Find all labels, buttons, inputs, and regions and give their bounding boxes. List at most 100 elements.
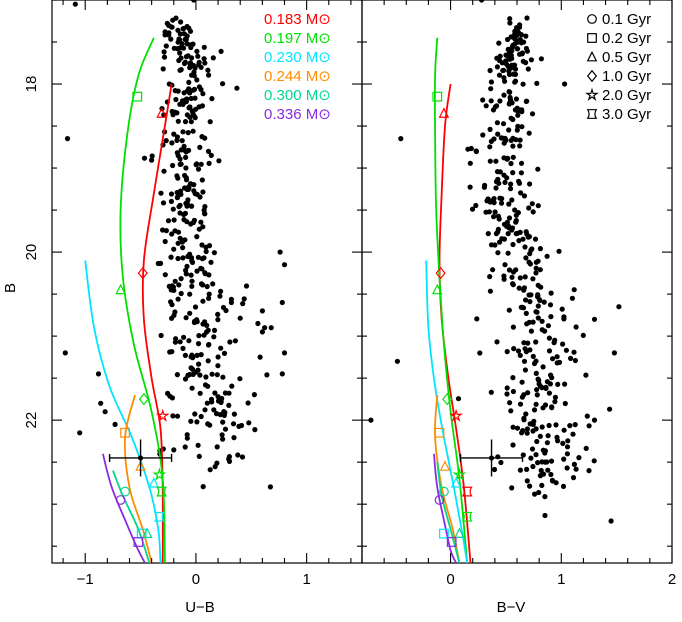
track-line-5 [102, 453, 146, 563]
track-line-3 [123, 394, 153, 563]
star-point [190, 87, 196, 93]
star-point [171, 447, 177, 453]
star-point [161, 54, 168, 60]
star-point-outlier [562, 81, 568, 87]
x-tick-label: 0 [192, 571, 200, 588]
star-point [185, 372, 191, 378]
star-point [168, 254, 174, 260]
star-point [571, 461, 578, 467]
star-point [481, 184, 487, 190]
star-point [206, 341, 212, 348]
star-point [546, 348, 553, 354]
star-point [477, 350, 483, 356]
star-point [206, 291, 212, 297]
star-point [221, 409, 227, 415]
left-x-axis-label: U−B [185, 599, 215, 616]
star-point [216, 158, 222, 164]
star-point [229, 383, 235, 389]
star-point [267, 484, 273, 490]
x-tick-label: −1 [77, 571, 94, 588]
star-point [529, 111, 536, 117]
star-point [220, 374, 226, 380]
star-point [202, 271, 208, 277]
star-point [510, 388, 516, 395]
star-point [465, 146, 471, 152]
star-point [507, 20, 513, 26]
star-point [199, 256, 205, 262]
star-point [192, 304, 199, 310]
star-point [149, 157, 155, 163]
star-point [189, 385, 195, 391]
star-point [218, 48, 224, 55]
star-point [177, 210, 183, 216]
star-point [507, 186, 514, 192]
star-point [548, 314, 554, 320]
star-point [507, 94, 513, 101]
star-point [178, 45, 184, 51]
star-point [510, 442, 516, 448]
star-point [200, 484, 206, 490]
star-point [560, 483, 567, 489]
star-point [528, 292, 534, 298]
star-point [215, 354, 221, 360]
star-point [190, 41, 196, 47]
star-point [163, 228, 169, 234]
star-point [188, 354, 194, 360]
star-point-outlier [281, 262, 288, 268]
y-tick-label: 18 [23, 76, 40, 93]
star-point [519, 430, 525, 436]
diamond-age-marker [138, 392, 149, 406]
star-point [215, 311, 221, 317]
star-point [231, 411, 237, 417]
star-point [187, 181, 194, 187]
star-point [491, 136, 497, 142]
star-point [200, 224, 206, 230]
star-point [200, 91, 206, 97]
x-tick-label: 1 [557, 571, 565, 588]
star-point [512, 79, 518, 85]
star-point [509, 197, 515, 203]
star-point [495, 226, 501, 232]
triangle-age-marker [148, 477, 160, 488]
track-line-0 [141, 83, 173, 563]
star-point [561, 316, 567, 322]
star-point [186, 79, 192, 85]
star-point [206, 160, 212, 166]
star-point-outlier [586, 468, 592, 474]
star-point [506, 307, 512, 313]
star-age-marker [152, 467, 167, 481]
star-point [528, 455, 534, 461]
star-point [501, 172, 507, 178]
star-point [252, 427, 258, 433]
star-point [510, 154, 516, 160]
star-point [230, 421, 237, 427]
star-point [180, 26, 186, 32]
star-point [498, 135, 504, 141]
star-point [560, 341, 566, 347]
star-point [544, 440, 551, 446]
star-point [535, 303, 541, 309]
star-point [522, 274, 528, 280]
age-legend-entry: 0.1 Gyr [602, 11, 651, 28]
star-point [177, 339, 183, 345]
star-point [523, 349, 530, 355]
star-point [149, 153, 155, 159]
star-point [576, 455, 582, 461]
star-point [542, 512, 548, 519]
star-point [541, 299, 547, 305]
star-point [509, 227, 515, 233]
star-point [226, 456, 232, 462]
star-point [473, 148, 479, 155]
star-point [527, 251, 533, 257]
star-point [515, 112, 521, 118]
star-point [570, 431, 576, 437]
star-point [497, 98, 503, 104]
star-point [181, 143, 187, 149]
star-point [533, 452, 539, 458]
star-point [487, 126, 493, 132]
star-point [491, 466, 498, 473]
star-point [183, 165, 189, 171]
star-point [184, 435, 190, 441]
star-point [504, 219, 510, 225]
